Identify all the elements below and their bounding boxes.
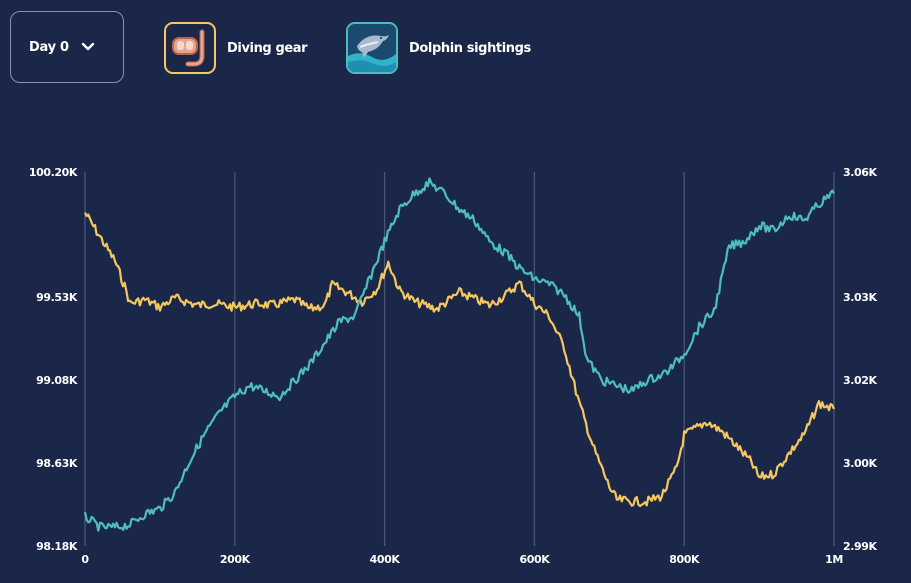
- series-line-diving-gear: [84, 212, 836, 508]
- day-selector-label: Day 0: [29, 39, 69, 55]
- left-axis-tick-label: 99.08K: [36, 374, 78, 387]
- right-axis-tick-label: 3.02K: [843, 374, 878, 387]
- left-axis-tick-label: 99.53K: [36, 291, 78, 304]
- legend-item-diving-gear[interactable]: Diving gear: [164, 22, 308, 74]
- x-tick-label: 1M: [825, 553, 843, 566]
- x-tick-label: 800K: [669, 553, 700, 566]
- left-axis-tick-label: 98.63K: [36, 457, 78, 470]
- right-axis-tick-label: 2.99K: [843, 540, 878, 553]
- right-axis-tick-label: 3.06K: [843, 166, 878, 179]
- x-tick-label: 200K: [220, 553, 251, 566]
- legend-label-diving-gear: Diving gear: [227, 40, 308, 56]
- left-axis-tick-label: 100.20K: [29, 166, 78, 179]
- dolphin-icon: [346, 22, 398, 74]
- chevron-down-icon: [81, 42, 94, 51]
- right-axis-tick-label: 3.03K: [843, 291, 878, 304]
- x-tick-label: 0: [81, 553, 89, 566]
- x-tick-label: 600K: [519, 553, 550, 566]
- left-axis-tick-label: 98.18K: [36, 540, 78, 553]
- legend-label-dolphin-sightings: Dolphin sightings: [409, 40, 531, 56]
- x-tick-label: 400K: [370, 553, 401, 566]
- snorkel-mask-icon: [164, 22, 216, 74]
- day-selector[interactable]: Day 0: [10, 11, 124, 83]
- series-line-dolphin-sightings: [83, 177, 835, 532]
- right-axis-tick-label: 3.00K: [843, 457, 878, 470]
- legend-item-dolphin-sightings[interactable]: Dolphin sightings: [346, 22, 531, 74]
